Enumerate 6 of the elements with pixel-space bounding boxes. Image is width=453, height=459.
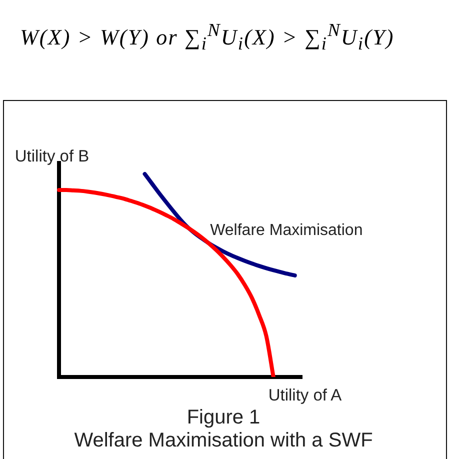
annotation: Welfare Maximisation xyxy=(210,222,363,239)
text: W(X) > W(Y) or ∑$_{i}$$^{N}$U$_{i}$(X) > ∑$_{i}$$^{N}$U$_{i}$(Y) xyxy=(20,20,394,54)
text: Figure 1 xyxy=(186,406,260,429)
text: Welfare Maximisation with a SWF xyxy=(74,430,373,452)
y-axis-title: Utility of B xyxy=(14,148,90,166)
x-axis-title: Utility of A xyxy=(268,386,342,405)
